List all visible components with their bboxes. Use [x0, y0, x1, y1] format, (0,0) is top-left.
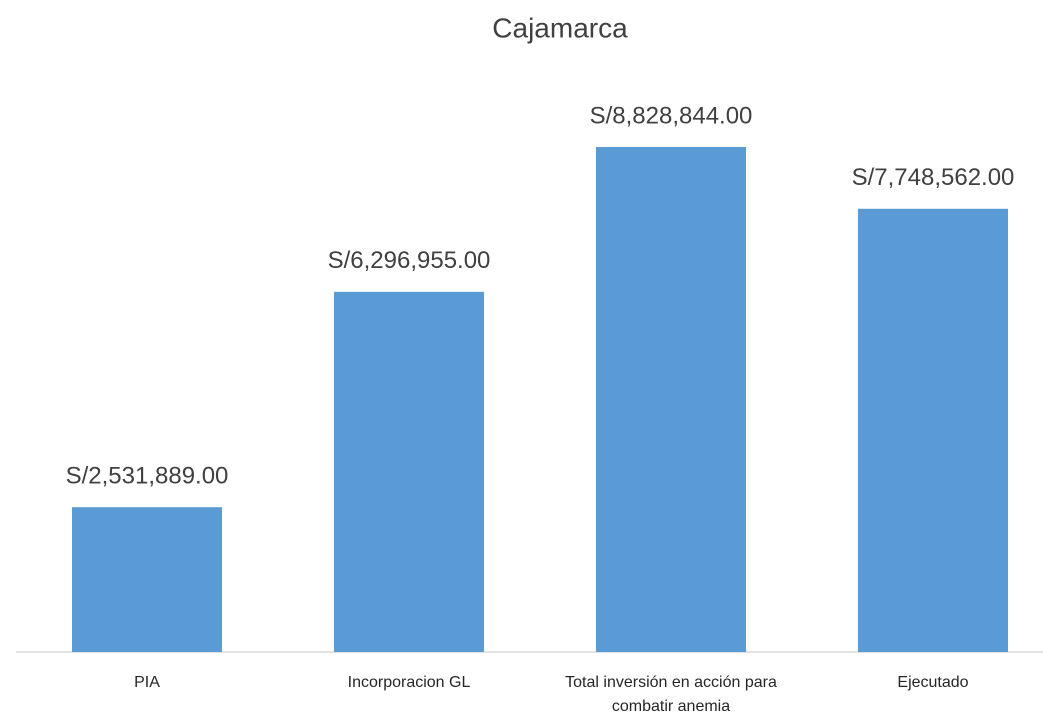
x-tick-label: Ejecutado	[897, 674, 969, 691]
bar	[72, 507, 222, 652]
bar	[858, 208, 1008, 652]
x-tick-label: Incorporacion GL	[347, 674, 471, 691]
chart-title: Cajamarca	[492, 12, 628, 43]
bar	[334, 291, 484, 652]
data-label: S/7,748,562.00	[852, 164, 1015, 191]
bar	[596, 146, 746, 653]
x-tick-label: Total inversión en acción para combatir …	[565, 674, 777, 715]
x-tick-label: PIA	[134, 674, 160, 691]
data-label: S/2,531,889.00	[66, 463, 229, 490]
data-label: S/8,828,844.00	[590, 102, 753, 129]
data-label: S/6,296,955.00	[328, 247, 491, 274]
